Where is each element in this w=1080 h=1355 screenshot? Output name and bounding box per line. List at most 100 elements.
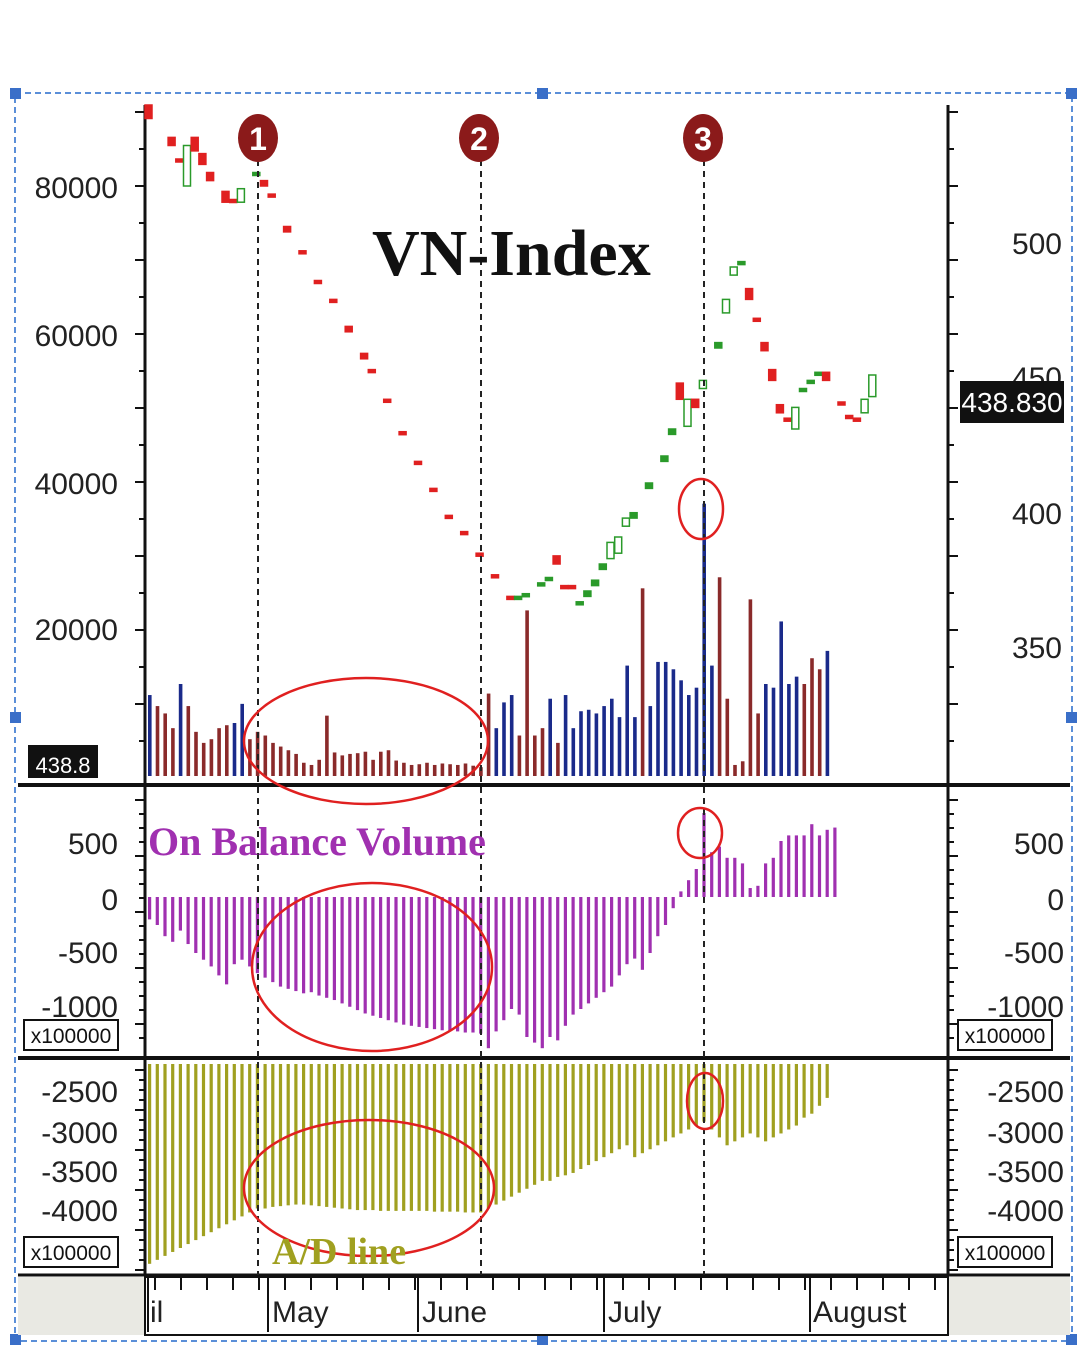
ad-bar	[610, 1064, 614, 1154]
obv-bar	[263, 897, 267, 978]
ellipse-obv-peak	[676, 806, 724, 860]
left-tick-60000: 60000	[35, 320, 118, 353]
volume-bar	[525, 610, 529, 776]
price-candle	[852, 417, 862, 422]
price-candle	[667, 428, 677, 436]
volume-bar	[248, 739, 252, 776]
ad-right-tick-4000: -4000	[987, 1195, 1064, 1228]
price-candle	[344, 325, 353, 333]
price-candle	[821, 371, 831, 382]
volume-bar	[633, 717, 637, 776]
resize-handle-middle-left[interactable]	[10, 712, 21, 723]
obv-bar	[817, 835, 822, 897]
obv-bar	[525, 897, 529, 1037]
marker-2: 2	[459, 114, 499, 162]
ad-bar	[679, 1064, 683, 1134]
ellipse-volume-low	[242, 676, 490, 806]
obv-bar	[694, 869, 698, 897]
obv-bar	[325, 897, 329, 998]
obv-bar	[355, 897, 360, 1011]
volume-bar	[556, 742, 560, 776]
ad-bar	[155, 1064, 159, 1260]
volume-bar	[533, 735, 537, 776]
volume-bar	[717, 577, 722, 776]
obv-bar	[394, 897, 398, 1023]
obv-bar	[456, 897, 460, 1032]
ad-bar	[332, 1064, 336, 1208]
volume-bar	[325, 715, 329, 776]
ad-bar	[432, 1064, 437, 1212]
ad-bar	[402, 1064, 406, 1211]
resize-handle-middle-right[interactable]	[1066, 712, 1077, 723]
obv-bar	[440, 897, 444, 1031]
obv-bar	[556, 897, 560, 1041]
volume-bar	[787, 684, 791, 776]
ad-left-unit: x100000	[31, 1242, 112, 1265]
marker-3-label: 3	[694, 121, 712, 157]
volume-bar	[517, 735, 522, 776]
ad-bar	[248, 1064, 252, 1213]
ad-right-unit: x100000	[965, 1242, 1046, 1265]
volume-bar	[625, 665, 629, 776]
price-candle	[729, 266, 738, 276]
price-candle	[367, 368, 377, 374]
ad-bar	[633, 1064, 637, 1158]
volume-bar	[232, 723, 237, 776]
left-tick-20000: 20000	[35, 614, 118, 647]
price-candle	[860, 398, 869, 414]
obv-bars	[148, 813, 837, 1049]
volume-bar	[271, 742, 275, 776]
obv-bar	[540, 897, 544, 1049]
ad-bar	[201, 1064, 206, 1237]
obv-bar	[363, 897, 367, 1014]
ad-bar	[463, 1064, 467, 1213]
obv-bar	[194, 897, 198, 953]
volume-bar	[540, 728, 545, 776]
volume-bar	[687, 695, 691, 776]
resize-handle-bottom-left[interactable]	[10, 1334, 21, 1345]
ad-bar	[648, 1064, 652, 1150]
ad-bar	[394, 1064, 398, 1211]
obv-bar	[740, 863, 745, 897]
obv-bar	[302, 897, 306, 994]
ad-bar	[694, 1064, 698, 1126]
ad-left-unit-box	[23, 1236, 119, 1268]
price-candle	[329, 298, 338, 304]
obv-right-tick-minus-1000: -1000	[987, 991, 1064, 1024]
price-candle	[228, 198, 238, 204]
resize-handle-top-right[interactable]	[1066, 88, 1077, 99]
resize-handle-bottom-right[interactable]	[1066, 1334, 1077, 1345]
obv-bar	[533, 897, 537, 1043]
volume-bar	[602, 706, 606, 776]
volume-bar	[155, 706, 160, 776]
ad-bar	[340, 1064, 344, 1209]
resize-handle-top-middle[interactable]	[537, 88, 548, 99]
volume-bar	[432, 764, 437, 776]
volume-bar	[225, 725, 229, 776]
obv-right-tick-minus-500: -500	[1004, 937, 1064, 970]
price-candle	[721, 298, 731, 314]
price-candle	[752, 317, 762, 323]
ad-bar	[702, 1064, 706, 1122]
price-candle	[175, 158, 184, 163]
price-candle	[513, 595, 523, 601]
resize-handle-bottom-middle[interactable]	[537, 1334, 548, 1345]
volume-bar	[548, 698, 552, 776]
volume-bar	[425, 762, 429, 776]
ad-left-tick-2500: -2500	[41, 1076, 118, 1109]
price-candle	[536, 582, 546, 587]
marker-1: 1	[238, 114, 278, 162]
ad-bar	[255, 1064, 259, 1209]
event-markers: 1 2 3	[238, 114, 723, 162]
ad-bar	[625, 1064, 629, 1146]
price-candle	[567, 584, 577, 590]
volume-bar	[779, 621, 783, 776]
obv-bar	[379, 897, 383, 1018]
frame-handles[interactable]	[10, 88, 1077, 1345]
obv-bar	[548, 897, 552, 1037]
x-label-may: May	[272, 1296, 329, 1329]
obv-bar	[656, 897, 660, 937]
ad-bar	[479, 1064, 483, 1213]
resize-handle-top-left[interactable]	[10, 88, 21, 99]
ad-bar	[563, 1064, 567, 1176]
